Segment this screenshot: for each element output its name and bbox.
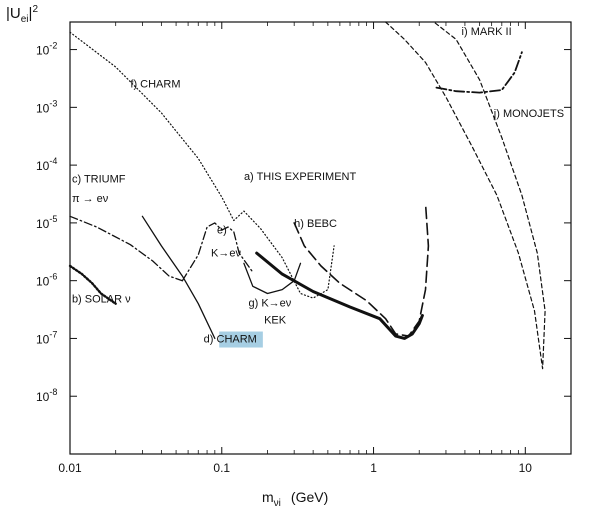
series-line-d bbox=[141, 215, 216, 340]
series-line-h bbox=[293, 202, 430, 337]
annotation-b: b) SOLAR ν bbox=[72, 293, 131, 305]
text-highlight bbox=[219, 331, 263, 348]
annotation-e2: K→eν bbox=[211, 248, 241, 260]
annotation-i: i) MARK II bbox=[462, 26, 512, 38]
y-tick-label: 10-6 bbox=[36, 272, 57, 289]
series-line-i bbox=[385, 21, 546, 370]
series-line-f bbox=[69, 31, 335, 299]
tick-layer: 0.01 0.1 1 10 10-2 10-3 10-4 10-5 10-6 10-7 10-8 bbox=[36, 22, 572, 475]
y-tick-label: 10-3 bbox=[36, 98, 57, 115]
annotation-layer: a) THIS EXPERIMENT b) SOLAR ν c) TRIUMF π →… bbox=[72, 26, 564, 346]
series-layer bbox=[68, 21, 546, 370]
series-line-e bbox=[181, 222, 254, 282]
y-tick-label: 10-8 bbox=[36, 387, 57, 404]
series-line-g bbox=[243, 262, 302, 295]
x-tick-label: 0.01 bbox=[58, 461, 82, 475]
highlight-layer bbox=[219, 331, 263, 348]
annotation-g1: g) K→eν bbox=[248, 297, 291, 309]
annotation-d: d) CHARM bbox=[204, 334, 257, 346]
annotation-c1: c) TRIUMF bbox=[72, 174, 126, 186]
x-axis-title: mνi (GeV) bbox=[262, 489, 328, 509]
series-line-c bbox=[69, 215, 184, 282]
annotation-h: h) BEBC bbox=[294, 218, 337, 230]
y-axis-title: |Uei|2 bbox=[6, 4, 38, 25]
x-tick-label: 1 bbox=[370, 461, 377, 475]
plot-frame bbox=[69, 21, 572, 455]
annotation-g2: KEK bbox=[264, 315, 287, 327]
annotation-a: a) THIS EXPERIMENT bbox=[244, 171, 357, 183]
y-tick-label: 10-5 bbox=[36, 214, 57, 231]
series-line-a bbox=[255, 251, 424, 340]
annotation-j: j) MONOJETS bbox=[493, 108, 564, 120]
annotation-c2: π → eν bbox=[72, 193, 109, 205]
series-line-j bbox=[435, 51, 523, 94]
x-tick-label: 0.1 bbox=[213, 461, 230, 475]
annotation-f: f) CHARM bbox=[130, 79, 180, 91]
annotation-e1: e) bbox=[217, 225, 227, 237]
y-tick-label: 10-2 bbox=[36, 41, 57, 58]
y-tick-label: 10-4 bbox=[36, 156, 57, 173]
y-tick-label: 10-7 bbox=[36, 329, 57, 346]
series-line-b bbox=[68, 264, 117, 305]
x-tick-label: 10 bbox=[519, 461, 533, 475]
